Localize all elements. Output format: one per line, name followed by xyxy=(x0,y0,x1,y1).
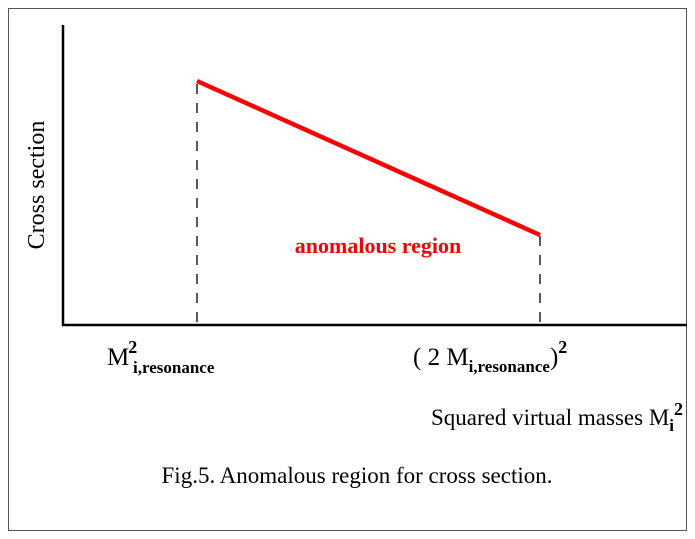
label-sub: i,resonance xyxy=(133,358,215,377)
label-open: ( 2 M xyxy=(413,344,469,371)
cross-section-curve xyxy=(196,78,541,238)
label-text: Squared virtual masses M xyxy=(431,405,669,430)
label-close: ) xyxy=(550,344,558,371)
y-axis-label: Cross section xyxy=(24,121,50,250)
frame xyxy=(8,8,687,531)
label-sup: 2 xyxy=(128,337,137,357)
x-axis-label: Squared virtual masses Mi2 xyxy=(431,399,683,435)
x-tick-label: M2 i,resonance xyxy=(107,337,215,377)
label-sub: i xyxy=(669,416,674,435)
label-sub: i,resonance xyxy=(469,357,551,376)
label-sup: 2 xyxy=(674,399,683,419)
annotation: anomalous region xyxy=(295,233,461,258)
caption: Fig.5. Anomalous region for cross sectio… xyxy=(162,463,553,488)
x-tick-label: ( 2 Mi,resonance)2 xyxy=(413,337,567,376)
label-sup: 2 xyxy=(558,337,567,357)
label-base: M xyxy=(107,344,129,371)
